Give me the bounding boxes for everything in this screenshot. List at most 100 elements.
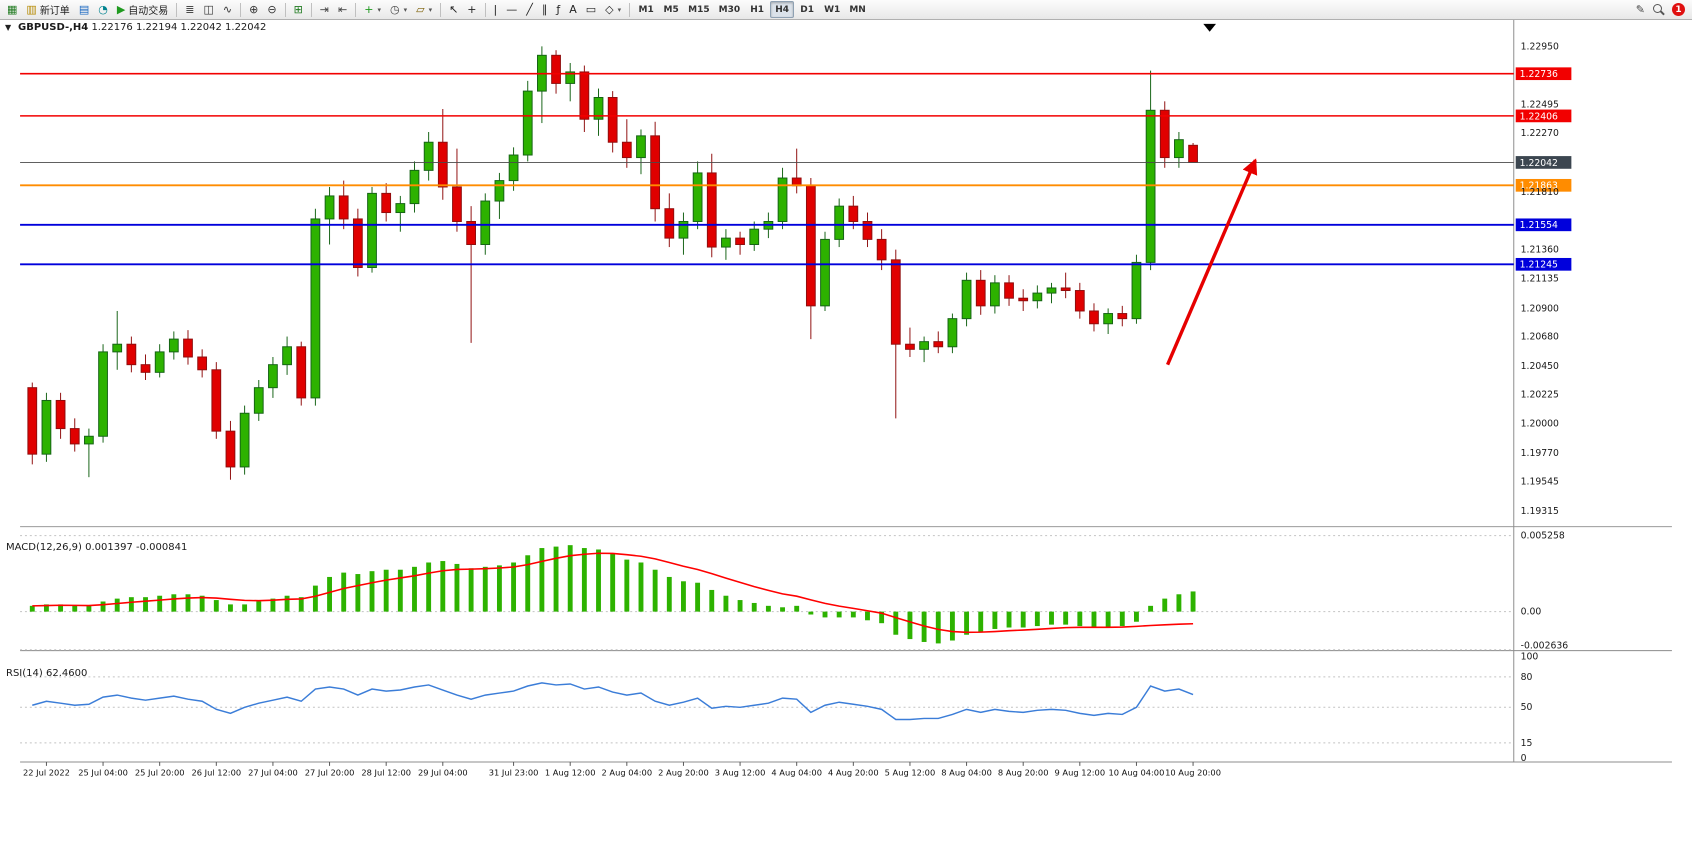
svg-text:80: 80 — [1521, 672, 1533, 683]
chart-canvas[interactable]: 1.22736 1.22406 1.21863 1.21554 1.21245 1.220… — [0, 20, 1692, 843]
notification-badge[interactable]: 1 — [1672, 3, 1685, 16]
timeframe-m15-button[interactable]: M15 — [684, 1, 713, 18]
chart-profiles-icon: ▤ — [78, 3, 90, 16]
svg-text:27 Jul 04:00: 27 Jul 04:00 — [248, 768, 298, 778]
horizontal-line-icon: — — [506, 3, 518, 16]
svg-text:1.19315: 1.19315 — [1521, 506, 1559, 517]
horizontal-line-button[interactable]: — — [502, 1, 521, 18]
macd-title: MACD(12,26,9) 0.001397 -0.000841 — [6, 542, 187, 553]
svg-text:1.21863: 1.21863 — [1520, 181, 1558, 192]
svg-text:4 Aug 04:00: 4 Aug 04:00 — [771, 768, 822, 778]
timeframe-d1-button[interactable]: D1 — [795, 1, 819, 18]
chart-title: GBPUSD-,H4 1.22176 1.22194 1.22042 1.220… — [18, 22, 266, 33]
svg-text:2 Aug 20:00: 2 Aug 20:00 — [658, 768, 709, 778]
channel-button[interactable]: ∥ — [538, 1, 552, 18]
toolbar-separator — [310, 2, 312, 17]
zoom-in-button[interactable]: ⊕ — [245, 1, 262, 18]
zoom-out-icon: ⊖ — [267, 3, 277, 16]
svg-text:1.20680: 1.20680 — [1521, 331, 1559, 342]
edit-button[interactable]: ✎ — [1632, 1, 1649, 18]
label-button[interactable]: ▭ — [582, 1, 600, 18]
rsi-title: RSI(14) 62.4600 — [6, 668, 87, 679]
templates-dropdown-icon[interactable]: ▾ — [428, 5, 433, 14]
shapes-dropdown-icon[interactable]: ▾ — [617, 5, 622, 14]
edit-icon: ✎ — [1635, 3, 1645, 16]
trend-arrow[interactable] — [1166, 158, 1258, 366]
vertical-line-button[interactable]: | — [490, 1, 502, 18]
timeframe-m30-button[interactable]: M30 — [715, 1, 744, 18]
fibonacci-button[interactable]: ƒ — [552, 1, 564, 18]
auto-trading-button[interactable]: ▶ 自动交易 — [113, 1, 172, 18]
timeframe-m5-button[interactable]: M5 — [659, 1, 683, 18]
rsi-value: 62.4600 — [45, 668, 88, 679]
toolbar-separator — [240, 2, 242, 17]
macd-label: MACD(12,26,9) — [6, 542, 82, 553]
svg-text:1.21360: 1.21360 — [1521, 245, 1559, 256]
chart-ohlc-readout: 1.22176 1.22194 1.22042 1.22042 — [91, 22, 267, 33]
timeframe-w1-button[interactable]: W1 — [820, 1, 844, 18]
line-chart-icon: ∿ — [222, 3, 233, 16]
svg-text:1.20450: 1.20450 — [1521, 361, 1559, 372]
text-icon: A — [569, 3, 577, 16]
chart-profiles-button[interactable]: ▤ — [75, 1, 93, 18]
line-chart-button[interactable]: ∿ — [219, 1, 236, 18]
svg-text:100: 100 — [1521, 651, 1539, 662]
svg-text:22 Jul 2022: 22 Jul 2022 — [23, 768, 70, 778]
new-order-button[interactable]: ▥ 新订单 — [22, 1, 73, 18]
svg-text:31 Jul 23:00: 31 Jul 23:00 — [489, 768, 539, 778]
timeframe-h1-button[interactable]: H1 — [745, 1, 769, 18]
chart-shift-marker[interactable] — [1203, 23, 1217, 32]
time-axis[interactable]: 22 Jul 2022 25 Jul 04:00 25 Jul 20:00 26 Ju… — [23, 761, 1221, 778]
svg-text:15: 15 — [1521, 738, 1533, 749]
rsi-label: RSI(14) — [6, 668, 43, 679]
periods-button[interactable]: ◷ ▾ — [386, 1, 411, 18]
templates-button[interactable]: ▱ ▾ — [412, 1, 436, 18]
cursor-button[interactable]: ↖ — [445, 1, 462, 18]
label-icon: ▭ — [585, 3, 597, 16]
toolbar-separator — [484, 2, 486, 17]
chart-window: 1.22736 1.22406 1.21863 1.21554 1.21245 1.220… — [0, 20, 1692, 843]
shapes-button[interactable]: ◇ ▾ — [601, 1, 625, 18]
search-icon[interactable] — [1653, 4, 1662, 13]
price-lines-layer[interactable] — [20, 72, 1514, 266]
data-window-button[interactable]: ◔ — [94, 1, 112, 18]
svg-text:1.20000: 1.20000 — [1521, 418, 1559, 429]
svg-text:9 Aug 12:00: 9 Aug 12:00 — [1055, 768, 1106, 778]
new-chart-button[interactable]: ▦ — [3, 1, 21, 18]
one-click-trading-toggle[interactable]: ▼ — [5, 23, 12, 32]
toolbar-separator — [629, 2, 631, 17]
chart-shift-button[interactable]: ⇤ — [334, 1, 351, 18]
bar-chart-button[interactable]: ≣ — [181, 1, 198, 18]
toolbar-separator — [355, 2, 357, 17]
svg-text:1.20900: 1.20900 — [1521, 303, 1559, 314]
candlestick-chart-button[interactable]: ◫ — [200, 1, 218, 18]
crosshair-button[interactable]: + — [463, 1, 480, 18]
svg-text:1.20225: 1.20225 — [1521, 390, 1559, 401]
svg-text:2 Aug 04:00: 2 Aug 04:00 — [602, 768, 653, 778]
indicators-button[interactable]: + ▾ — [360, 1, 385, 18]
zoom-out-button[interactable]: ⊖ — [263, 1, 280, 18]
svg-text:1.21135: 1.21135 — [1521, 273, 1559, 284]
svg-text:25 Jul 20:00: 25 Jul 20:00 — [135, 768, 185, 778]
crosshair-icon: + — [467, 3, 477, 16]
auto-scroll-button[interactable]: ⇥ — [316, 1, 333, 18]
svg-text:26 Jul 12:00: 26 Jul 12:00 — [191, 768, 241, 778]
svg-text:4 Aug 20:00: 4 Aug 20:00 — [828, 768, 879, 778]
price-axis[interactable]: 1.22736 1.22406 1.21863 1.21554 1.21245 1.220… — [1515, 41, 1572, 764]
timeframe-h4-button[interactable]: H4 — [770, 1, 795, 18]
annotations-layer[interactable] — [1166, 23, 1258, 366]
periods-dropdown-icon[interactable]: ▾ — [403, 5, 408, 14]
candles-layer — [27, 46, 1198, 480]
data-window-icon: ◔ — [98, 3, 108, 16]
timeframe-m1-button[interactable]: M1 — [634, 1, 658, 18]
trendline-button[interactable]: ╱ — [522, 1, 537, 18]
tile-windows-button[interactable]: ⊞ — [290, 1, 307, 18]
templates-icon: ▱ — [416, 3, 425, 16]
svg-text:1.19545: 1.19545 — [1521, 477, 1559, 488]
timeframe-mn-button[interactable]: MN — [845, 1, 870, 18]
channel-icon: ∥ — [541, 3, 548, 16]
text-button[interactable]: A — [565, 1, 581, 18]
indicators-dropdown-icon[interactable]: ▾ — [377, 5, 381, 14]
svg-text:10 Aug 04:00: 10 Aug 04:00 — [1109, 768, 1165, 778]
auto-trading-button-label: 自动交易 — [128, 6, 169, 17]
